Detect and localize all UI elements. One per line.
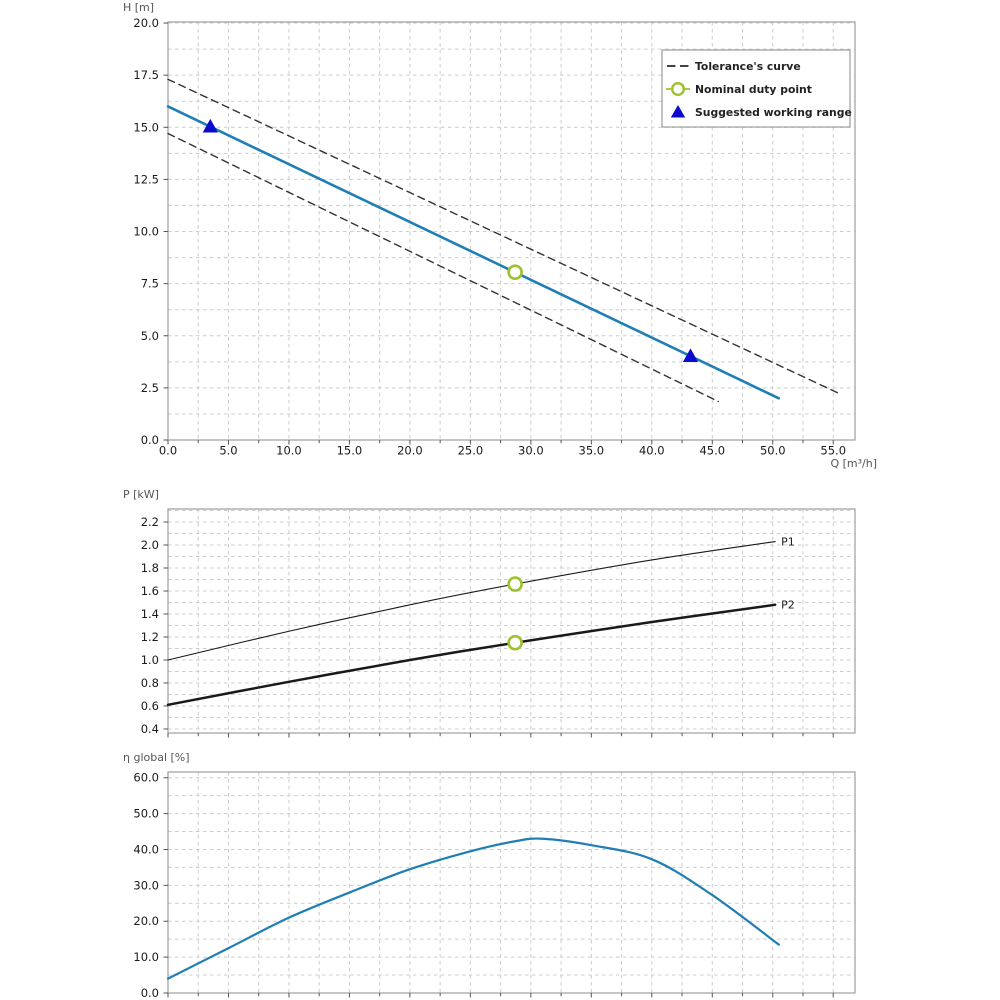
x-tick-label: 15.0 (337, 444, 363, 458)
y-tick-label: 7.5 (141, 277, 159, 291)
y-tick-label: 10.0 (133, 950, 159, 964)
duty-point-p1-marker (507, 576, 523, 592)
pump-curve (166, 105, 781, 400)
head_curve-spines (167, 21, 856, 441)
y-tick-label: 15.0 (133, 120, 159, 134)
head_curve-y-axis-title: H [m] (123, 1, 154, 14)
x-tick-label: 55.0 (820, 444, 846, 458)
power_curves-chart (163, 508, 856, 738)
legend-label: Tolerance's curve (695, 60, 801, 73)
y-tick-label: 12.5 (133, 172, 159, 186)
head_curve-x-axis-title: Q [m³/h] (830, 457, 877, 470)
P1-curve (167, 540, 776, 661)
working-range-max-marker (682, 348, 699, 362)
efficiency-curve (166, 837, 780, 980)
y-tick-label: 17.5 (133, 68, 159, 82)
y-tick-label: 0.8 (141, 676, 159, 690)
x-tick-label: 0.0 (159, 444, 177, 458)
nominal-duty-point-marker (507, 264, 523, 280)
x-tick-label: 40.0 (639, 444, 665, 458)
y-tick-label: 40.0 (133, 842, 159, 856)
y-tick-label: 1.8 (141, 561, 159, 575)
y-tick-label: 0.0 (141, 986, 159, 1000)
y-tick-label: 1.6 (141, 584, 159, 598)
x-tick-label: 50.0 (760, 444, 786, 458)
x-tick-label: 10.0 (276, 444, 302, 458)
y-tick-label: 20.0 (133, 914, 159, 928)
y-tick-label: 5.0 (141, 329, 159, 343)
y-tick-label: 1.2 (141, 630, 159, 644)
power_curves-plot-area (168, 509, 855, 733)
y-tick-label: 2.5 (141, 381, 159, 395)
efficiency_curve-plot-area (168, 772, 855, 993)
y-tick-label: 30.0 (133, 878, 159, 892)
legend-triangle-icon (670, 105, 686, 118)
efficiency_curve-y-axis-title: η global [%] (123, 751, 190, 764)
y-tick-label: 0.4 (141, 722, 159, 736)
y-tick-label: 10.0 (133, 225, 159, 239)
tolerance-curve-upper (167, 78, 842, 395)
P2-curve (166, 603, 777, 707)
efficiency_curve-spines (167, 771, 856, 994)
P1-curve-label: P1 (781, 535, 795, 548)
efficiency_curve-chart (163, 771, 856, 998)
tolerance-curve-lower (167, 132, 720, 403)
y-tick-label: 50.0 (133, 807, 159, 821)
x-tick-label: 30.0 (518, 444, 544, 458)
y-tick-label: 2.0 (141, 538, 159, 552)
y-tick-label: 1.4 (141, 607, 159, 621)
y-tick-label: 60.0 (133, 771, 159, 785)
power_curves-spines (167, 508, 856, 734)
legend-box (661, 49, 851, 128)
legend-duty-circle-icon (671, 81, 686, 96)
legend-label: Nominal duty point (695, 83, 812, 96)
x-tick-label: 20.0 (397, 444, 423, 458)
power_curves-y-axis-title: P [kW] (123, 488, 159, 501)
x-tick-label: 5.0 (219, 444, 237, 458)
x-tick-label: 35.0 (579, 444, 605, 458)
y-tick-label: 0.6 (141, 699, 159, 713)
y-tick-label: 2.2 (141, 515, 159, 529)
y-tick-label: 1.0 (141, 653, 159, 667)
x-tick-label: 45.0 (699, 444, 725, 458)
P2-curve-label: P2 (781, 599, 795, 612)
working-range-min-marker (202, 118, 218, 133)
y-tick-label: 20.0 (133, 16, 159, 30)
duty-point-p2-marker (507, 634, 523, 651)
y-tick-label: 0.0 (141, 433, 159, 447)
head_curve-chart (163, 21, 856, 445)
legend-label: Suggested working range (695, 106, 852, 119)
legend (661, 49, 851, 128)
x-tick-label: 25.0 (458, 444, 484, 458)
